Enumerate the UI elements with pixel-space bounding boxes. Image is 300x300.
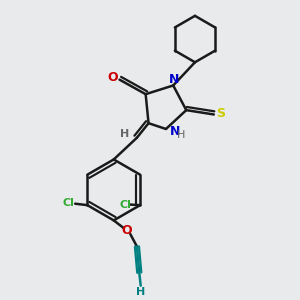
Text: O: O <box>122 224 132 237</box>
Text: H: H <box>120 129 129 139</box>
Text: Cl: Cl <box>63 198 74 208</box>
Text: H: H <box>177 130 185 140</box>
Text: S: S <box>217 106 226 119</box>
Text: Cl: Cl <box>120 200 131 210</box>
Text: O: O <box>108 71 118 84</box>
Text: N: N <box>170 125 180 138</box>
Text: N: N <box>169 73 179 85</box>
Text: H: H <box>136 287 145 297</box>
